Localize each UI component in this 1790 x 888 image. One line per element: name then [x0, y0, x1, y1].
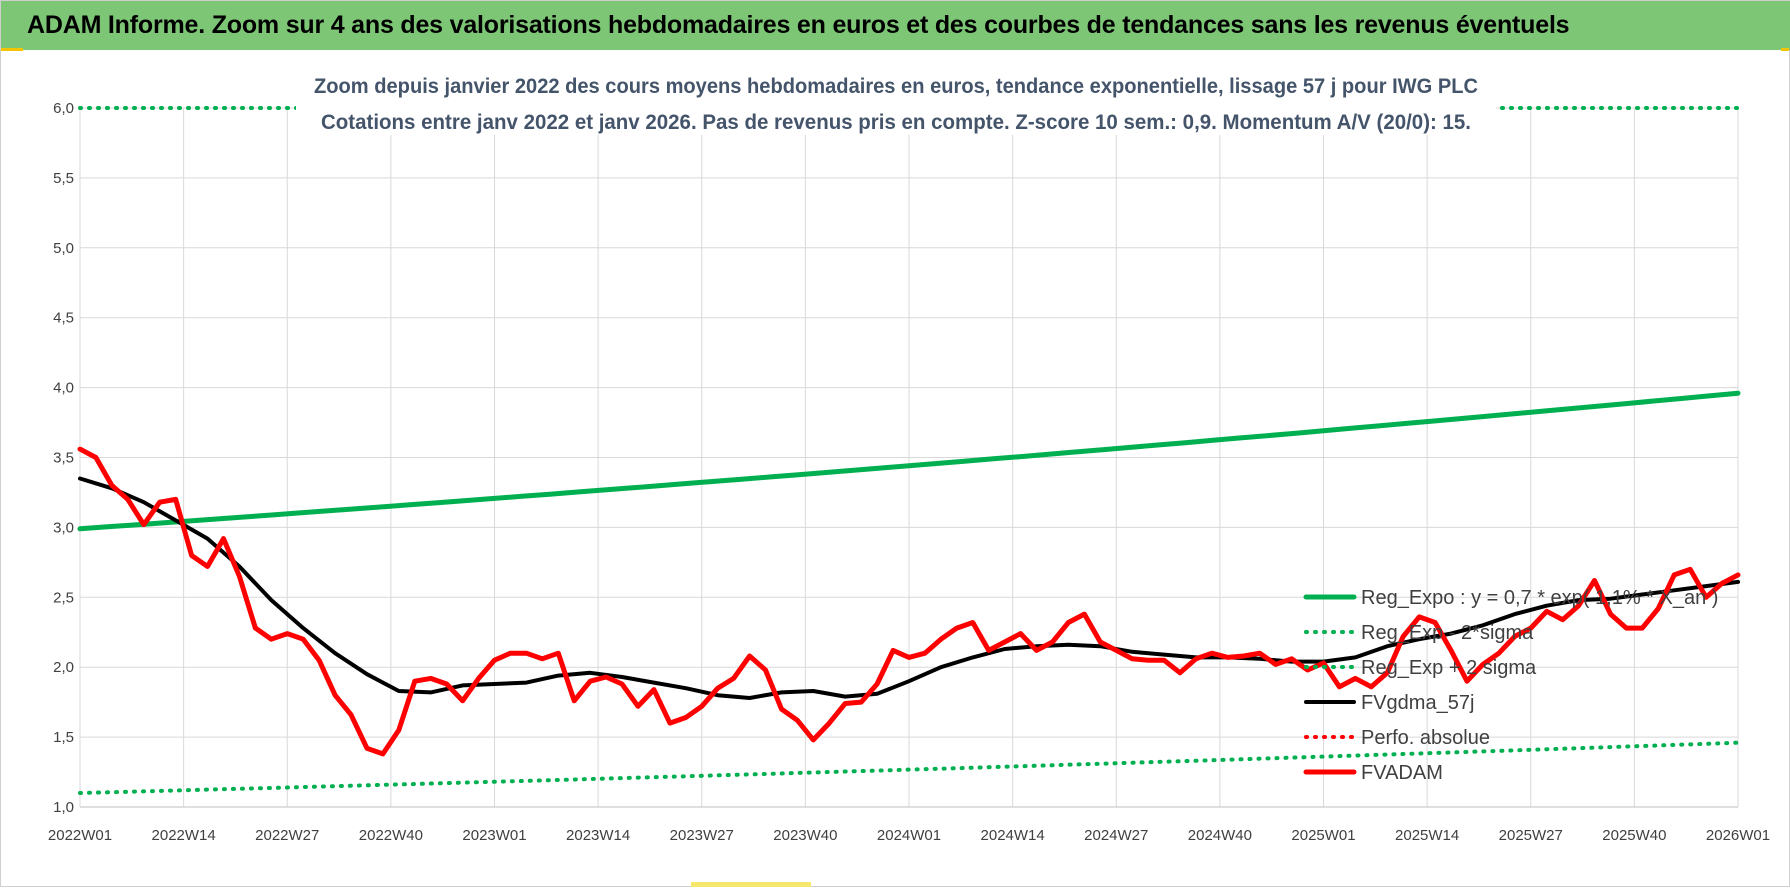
y-tick-label: 3,5 — [53, 450, 74, 467]
series-line-fvgdma-57j — [78, 476, 1740, 700]
chart-title-line: Zoom depuis janvier 2022 des cours moyen… — [314, 75, 1478, 98]
series-line-reg-exp-2-sigma — [78, 740, 1740, 795]
x-tick-label: 2022W01 — [48, 827, 112, 844]
x-tick-label: 2023W27 — [670, 827, 734, 844]
axis-ticks: 1,0 1,5 2,0 2,5 3,0 3,5 4,0 4,5 5,0 5,5 6,0 2022W01… — [48, 100, 1770, 844]
x-tick-label: 2022W14 — [152, 827, 216, 844]
legend-entry: FVgdma_57j — [1361, 692, 1474, 714]
series-line-reg-expo-y-0-7-exp-1-1-x-an — [77, 390, 1741, 532]
bottom-accent-bar — [691, 882, 811, 887]
x-tick-label: 2022W40 — [359, 827, 423, 844]
y-tick-label: 5,0 — [53, 240, 74, 257]
x-tick-label: 2023W14 — [566, 827, 630, 844]
legend-entry: FVADAM — [1361, 762, 1443, 784]
y-tick-label: 5,5 — [53, 170, 74, 187]
x-tick-label: 2024W27 — [1084, 827, 1148, 844]
x-tick-label: 2025W14 — [1395, 827, 1459, 844]
chart-title-background — [296, 69, 1496, 135]
legend: Reg_Expo : y = 0,7 * exp( 1,1% * X_an ) R… — [1303, 587, 1718, 784]
chart-title: Zoom depuis janvier 2022 des cours moyen… — [296, 69, 1496, 135]
x-tick-label: 2024W14 — [981, 827, 1045, 844]
y-tick-label: 6,0 — [53, 100, 74, 117]
y-tick-label: 4,5 — [53, 310, 74, 327]
x-tick-label: 2025W40 — [1602, 827, 1666, 844]
y-tick-label: 1,5 — [53, 729, 74, 746]
banner-accent-left — [1, 48, 23, 51]
grid-lines — [79, 107, 1739, 808]
y-tick-label: 1,0 — [53, 799, 74, 816]
report-banner-title: ADAM Informe. Zoom sur 4 ans des valoris… — [1, 1, 1790, 50]
x-tick-label: 2022W27 — [255, 827, 319, 844]
x-tick-label: 2025W27 — [1499, 827, 1563, 844]
series-line-fvadam — [77, 446, 1741, 757]
chart-title-line: Cotations entre janv 2022 et janv 2026. … — [321, 111, 1471, 134]
x-tick-label: 2025W01 — [1291, 827, 1355, 844]
legend-entry: Reg_Exp + 2 sigma — [1361, 657, 1537, 679]
y-tick-label: 2,5 — [53, 589, 74, 606]
x-tick-label: 2024W40 — [1188, 827, 1252, 844]
y-tick-label: 4,0 — [53, 380, 74, 397]
legend-entry: Perfo. absolue — [1361, 727, 1490, 749]
x-tick-label: 2023W01 — [462, 827, 526, 844]
y-tick-label: 2,0 — [53, 659, 74, 676]
y-tick-label: 3,0 — [53, 519, 74, 536]
legend-entry: Reg_Expo : y = 0,7 * exp( 1,1% * X_an ) — [1361, 587, 1718, 609]
legend-entry: Reg_Exp - 2*sigma — [1361, 622, 1534, 644]
x-tick-label: 2026W01 — [1706, 827, 1770, 844]
banner-accent-right — [1781, 48, 1789, 51]
x-tick-label: 2023W40 — [773, 827, 837, 844]
x-tick-label: 2024W01 — [877, 827, 941, 844]
